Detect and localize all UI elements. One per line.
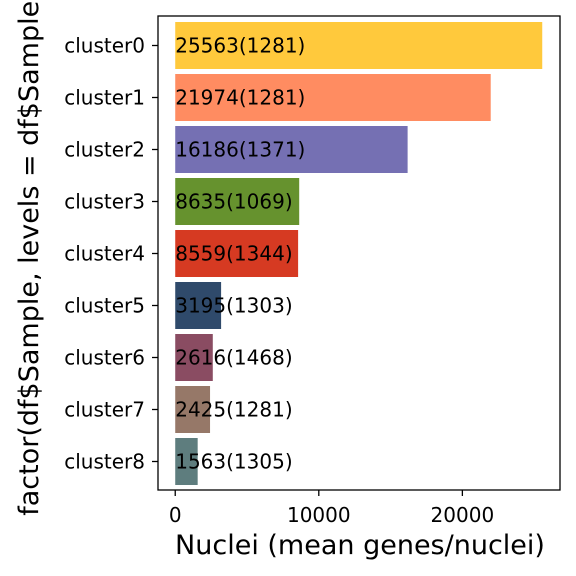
bar-label-cluster8: 1563(1305) <box>175 450 292 474</box>
y-tick-label-cluster3: cluster3 <box>64 190 145 214</box>
y-tick-label-cluster7: cluster7 <box>64 398 145 422</box>
bar-cluster1 <box>175 74 491 121</box>
bar-label-cluster5: 3195(1303) <box>175 294 292 318</box>
x-axis-title: Nuclei (mean genes/nuclei) <box>175 530 545 561</box>
bar-cluster2 <box>175 126 408 173</box>
bar-cluster6 <box>175 334 213 381</box>
bar-label-cluster7: 2425(1281) <box>175 398 292 422</box>
bar-label-cluster6: 2616(1468) <box>175 346 292 370</box>
y-tick-label-cluster2: cluster2 <box>64 138 145 162</box>
bar-cluster3 <box>175 178 300 225</box>
bar-label-cluster3: 8635(1069) <box>175 190 292 214</box>
x-tick-label-0: 0 <box>169 503 182 527</box>
y-tick-label-cluster6: cluster6 <box>64 346 145 370</box>
bar-cluster4 <box>175 230 299 277</box>
bar-labels-group: 25563(1281) 21974(1281) 16186(1371) 8635(10… <box>175 34 305 474</box>
bar-label-cluster0: 25563(1281) <box>175 34 305 58</box>
bar-cluster8 <box>175 438 198 485</box>
y-tick-label-cluster1: cluster1 <box>64 86 145 110</box>
x-tick-label-20000: 20000 <box>431 503 495 527</box>
x-tick-label-10000: 10000 <box>287 503 351 527</box>
y-tick-label-cluster8: cluster8 <box>64 450 145 474</box>
bars-group <box>175 22 543 485</box>
bar-cluster0 <box>175 22 543 69</box>
y-axis-title: factor(df$Sample, levels = df$Sample) <box>14 0 45 516</box>
bar-cluster5 <box>175 282 222 329</box>
bar-cluster7 <box>175 386 211 433</box>
y-tick-label-cluster5: cluster5 <box>64 294 145 318</box>
y-axis: cluster0 cluster1 cluster2 cluster3 cluster4… <box>64 34 158 474</box>
bar-label-cluster4: 8559(1344) <box>175 242 292 266</box>
bar-label-cluster1: 21974(1281) <box>175 86 305 110</box>
x-axis: 0 10000 20000 <box>169 490 494 527</box>
y-tick-label-cluster4: cluster4 <box>64 242 145 266</box>
y-tick-label-cluster0: cluster0 <box>64 34 145 58</box>
bar-label-cluster2: 16186(1371) <box>175 138 305 162</box>
